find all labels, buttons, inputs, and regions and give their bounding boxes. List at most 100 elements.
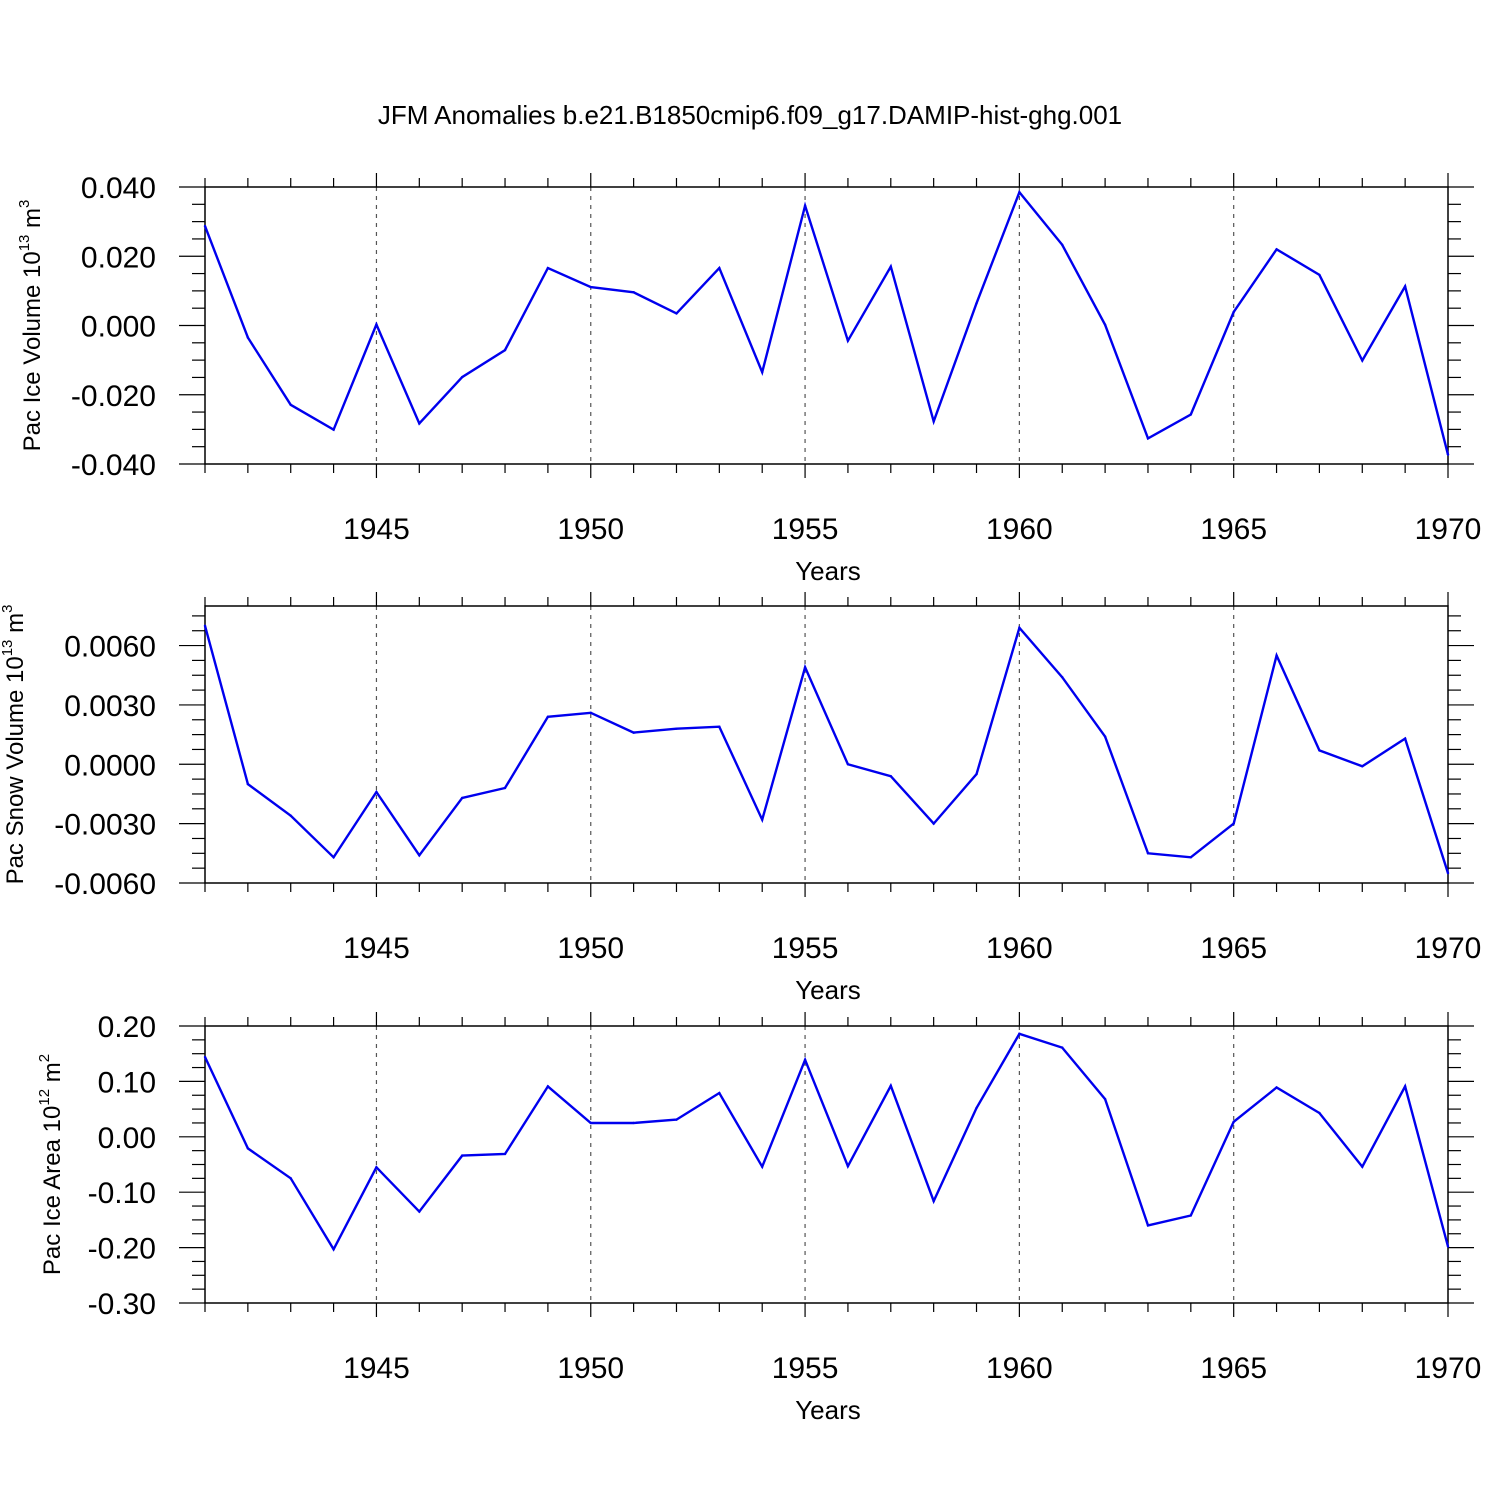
data-point — [1146, 437, 1150, 440]
data-point — [546, 715, 550, 718]
data-point — [675, 1118, 678, 1121]
y-tick-label: 0.0030 — [64, 690, 156, 723]
data-point — [375, 790, 378, 794]
data-point — [632, 731, 635, 734]
y-tick-label: -0.040 — [71, 449, 156, 482]
x-tick-label: 1960 — [986, 513, 1053, 546]
data-point — [1361, 359, 1364, 362]
data-point — [1146, 852, 1150, 855]
data-point — [975, 302, 978, 305]
data-point — [1403, 285, 1407, 288]
data-point — [332, 1248, 335, 1251]
data-point — [1232, 310, 1235, 314]
x-tick-label: 1945 — [343, 1352, 410, 1385]
y-tick-label: 0.0000 — [64, 749, 156, 782]
x-tick-label: 1965 — [1200, 932, 1267, 965]
y-tick-label: -0.0060 — [54, 868, 156, 901]
y-tick-label: -0.10 — [88, 1177, 156, 1210]
plot-frame — [204, 605, 1449, 884]
data-point — [503, 786, 507, 790]
data-point — [1318, 749, 1321, 752]
x-tick-label: 1950 — [557, 1352, 624, 1385]
x-tick-label: 1945 — [343, 932, 410, 965]
x-tick-label: 1955 — [772, 513, 839, 546]
chart-title: JFM Anomalies b.e21.B1850cmip6.f09_g17.D… — [378, 100, 1122, 130]
data-point — [1189, 1214, 1193, 1217]
panel-2: 0.0060 0.0030 0.0000 -0.0030 -0.0060 1945 1950… — [0, 592, 1481, 1005]
x-tick-label: 1970 — [1415, 513, 1482, 546]
x-tick-label: 1960 — [986, 932, 1053, 965]
data-point — [460, 1154, 464, 1157]
x-tick-label: 1965 — [1200, 1352, 1267, 1385]
data-point — [460, 375, 464, 379]
y-tick-label: 0.20 — [98, 1011, 156, 1044]
data-point — [632, 291, 635, 294]
data-point — [1189, 856, 1193, 859]
data-point — [1275, 654, 1278, 657]
data-point — [675, 727, 678, 730]
series-line — [203, 625, 1450, 874]
data-point — [1103, 1097, 1107, 1101]
data-point — [632, 1121, 635, 1125]
data-point — [246, 336, 250, 339]
data-point — [1103, 735, 1107, 738]
data-point — [846, 339, 850, 342]
data-point — [1361, 765, 1364, 768]
data-point — [418, 854, 421, 857]
data-point — [889, 1084, 892, 1088]
data-point — [932, 822, 935, 825]
x-tick-label: 1955 — [772, 1352, 839, 1385]
data-point — [889, 265, 892, 268]
data-point — [975, 772, 978, 776]
data-point — [1275, 1086, 1278, 1089]
data-point — [718, 1091, 721, 1095]
y-axis-label: Pac Ice Area 1012 m2 — [36, 1054, 66, 1275]
data-point — [1103, 323, 1107, 327]
panel-1: 0.040 0.020 0.000 -0.020 -0.040 1945 1950 1955 1… — [16, 172, 1481, 586]
y-tick-label: 0.0060 — [64, 631, 156, 664]
data-point — [246, 782, 250, 786]
data-point — [246, 1147, 250, 1150]
y-tick-label: -0.020 — [71, 380, 156, 413]
panels: 0.040 0.020 0.000 -0.020 -0.040 1945 1950 1955 1… — [0, 172, 1481, 1425]
x-axis-label: Years — [795, 556, 861, 586]
data-point — [1446, 1245, 1450, 1248]
data-point — [1446, 871, 1450, 875]
data-point — [761, 818, 764, 821]
data-point — [1318, 273, 1321, 277]
data-point — [1189, 413, 1193, 416]
data-point — [975, 1106, 978, 1110]
data-point — [761, 1165, 764, 1168]
data-point — [503, 1152, 507, 1156]
data-point — [460, 796, 464, 800]
data-point — [546, 266, 550, 270]
data-point — [1061, 243, 1064, 247]
data-point — [1232, 822, 1235, 825]
data-point — [1018, 1032, 1021, 1035]
x-axis-label: Years — [795, 1395, 861, 1425]
data-point — [1318, 1111, 1321, 1115]
data-point — [718, 725, 721, 728]
y-tick-label: -0.0030 — [54, 809, 156, 842]
data-point — [289, 1177, 292, 1180]
data-point — [503, 348, 507, 352]
x-tick-label: 1960 — [986, 1352, 1053, 1385]
y-axis-label: Pac Snow Volume 1013 m3 — [0, 605, 29, 885]
y-tick-label: 0.000 — [81, 311, 156, 344]
data-point — [1446, 453, 1450, 456]
data-point — [375, 323, 378, 326]
x-tick-label: 1965 — [1200, 513, 1267, 546]
data-point — [803, 1058, 807, 1061]
panel-3: 0.20 0.10 0.00 -0.10 -0.20 -0.30 1945 1950 1955 1… — [36, 1011, 1481, 1425]
y-tick-label: 0.040 — [81, 172, 156, 205]
data-point — [589, 285, 592, 289]
series-line — [203, 1032, 1450, 1252]
data-point — [1361, 1165, 1364, 1168]
data-point — [846, 763, 850, 766]
data-point — [1403, 1085, 1407, 1088]
series-line — [203, 189, 1450, 455]
y-tick-label: 0.00 — [98, 1122, 156, 1155]
plot-frame — [204, 1025, 1449, 1304]
y-axis-label: Pac Ice Volume 1013 m3 — [16, 200, 46, 452]
